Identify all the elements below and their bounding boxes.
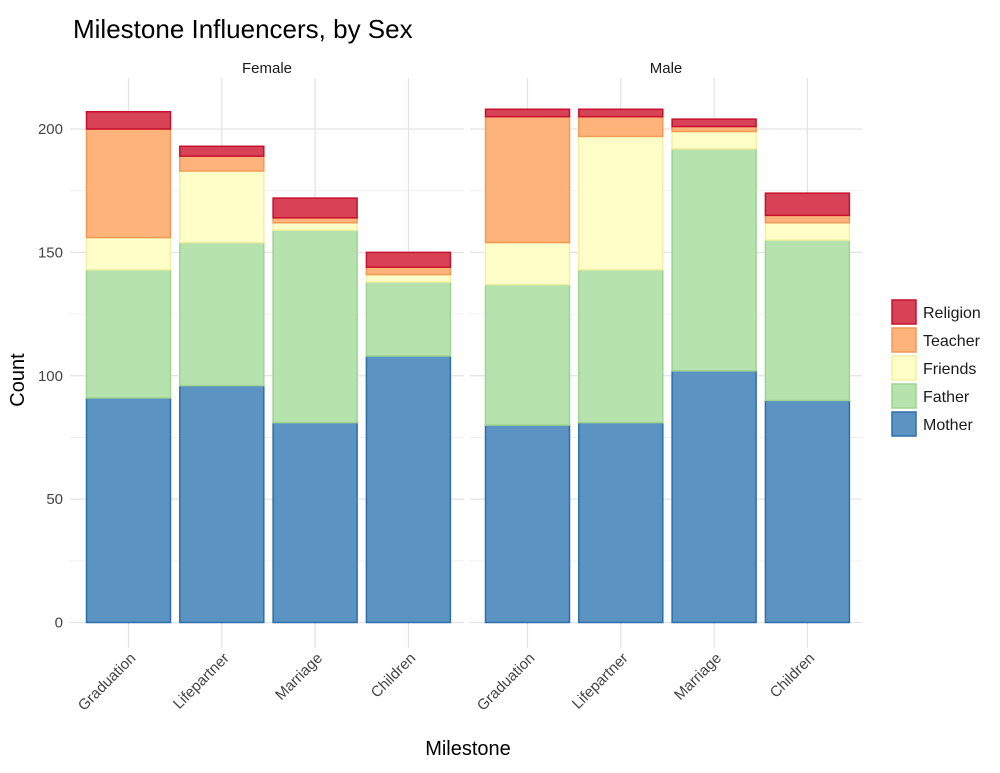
bar-female-lifepartner-friends (179, 170, 265, 244)
bar-male-marriage-friends (671, 130, 757, 150)
legend-label-friends: Friends (923, 361, 976, 378)
bar-male-graduation-religion (484, 108, 571, 118)
bar-female-lifepartner-father (179, 241, 265, 387)
bar-male-lifepartner-teacher (578, 115, 664, 138)
bar-male-graduation-mother (484, 424, 571, 624)
legend-key-father (891, 383, 917, 409)
bar-female-marriage-mother (272, 421, 358, 624)
bar-male-children-mother (764, 399, 851, 624)
x-tick-label: Children (368, 650, 420, 702)
y-axis-title: Count (7, 353, 29, 407)
bars-layer (85, 108, 851, 624)
y-tick-label: 0 (55, 615, 63, 632)
bar-male-graduation-friends (484, 241, 571, 286)
bar-female-lifepartner-teacher (179, 155, 265, 172)
bar-male-children-religion (764, 192, 851, 217)
bar-female-children-friends (365, 273, 452, 283)
bar-female-lifepartner-mother (179, 384, 265, 624)
bar-female-graduation-mother (85, 397, 172, 624)
bar-male-lifepartner-mother (578, 421, 664, 624)
legend-label-religion: Religion (923, 305, 981, 322)
bar-female-marriage-friends (272, 222, 358, 231)
legend-label-teacher: Teacher (923, 333, 981, 350)
x-tick-label: Marriage (272, 650, 326, 704)
x-tick-label: Lifepartner (569, 650, 632, 713)
bar-female-children-mother (365, 355, 452, 624)
y-tick-label: 100 (38, 368, 63, 385)
bar-female-graduation-friends (85, 236, 172, 271)
legend-label-father: Father (923, 389, 970, 406)
bar-female-lifepartner-religion (179, 145, 265, 157)
x-axis-title: Milestone (425, 738, 511, 760)
bar-male-graduation-teacher (484, 115, 571, 244)
x-tick-label: Graduation (474, 650, 539, 715)
y-tick-label: 50 (46, 491, 63, 508)
bar-female-marriage-father (272, 229, 358, 424)
legend-key-mother (891, 411, 917, 437)
x-tick-label: Children (767, 650, 819, 702)
bar-female-children-religion (365, 251, 452, 268)
bar-male-marriage-father (671, 147, 757, 372)
bar-male-marriage-mother (671, 370, 757, 624)
x-tick-label: Graduation (75, 650, 140, 715)
bar-male-lifepartner-religion (578, 108, 664, 118)
bar-male-children-teacher (764, 214, 851, 224)
x-tick-label: Marriage (671, 650, 725, 704)
bar-female-children-teacher (365, 266, 452, 276)
chart-title: Milestone Influencers, by Sex (73, 14, 413, 44)
bar-male-children-friends (764, 222, 851, 241)
facet-label-female: Female (242, 60, 292, 77)
bar-male-lifepartner-friends (578, 135, 664, 271)
bar-male-lifepartner-father (578, 268, 664, 424)
bar-male-graduation-father (484, 283, 571, 426)
legend: Religion Teacher Friends Father Mother (891, 299, 981, 437)
y-tick-label: 200 (38, 121, 63, 138)
bar-female-graduation-teacher (85, 128, 172, 239)
legend-key-teacher (891, 327, 917, 353)
bar-male-marriage-religion (671, 118, 757, 128)
x-tick-label: Lifepartner (170, 650, 233, 713)
y-tick-label: 150 (38, 244, 63, 261)
bar-female-graduation-religion (85, 110, 172, 130)
bar-female-graduation-father (85, 268, 172, 399)
bar-female-children-father (365, 281, 452, 357)
bar-female-marriage-religion (272, 197, 358, 219)
bar-male-children-father (764, 239, 851, 402)
legend-key-religion (891, 299, 917, 325)
legend-key-friends (891, 355, 917, 381)
facet-label-male: Male (650, 60, 683, 77)
legend-label-mother: Mother (923, 417, 973, 434)
